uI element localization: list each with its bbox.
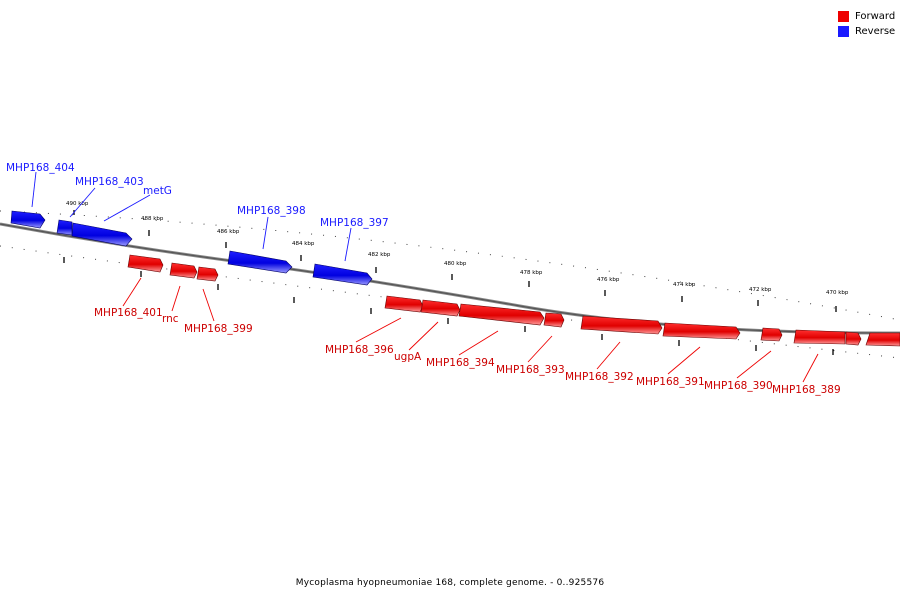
tick-label: 476 kbp xyxy=(597,277,620,283)
tick-label: 488 kbp xyxy=(141,216,164,222)
leader-line xyxy=(802,353,819,383)
leader-line xyxy=(596,341,621,370)
gene-label[interactable]: MHP168_392 xyxy=(565,371,634,383)
gene-arrow-forward[interactable] xyxy=(793,329,846,345)
tick-label: 484 kbp xyxy=(292,241,315,247)
gene-arrow-forward[interactable] xyxy=(865,332,900,347)
gene-label[interactable]: MHP168_389 xyxy=(772,384,841,396)
forward-swatch xyxy=(838,11,849,22)
leader-line xyxy=(667,346,701,375)
gene-label[interactable]: MHP168_399 xyxy=(184,323,253,335)
gene-arrow-reverse[interactable] xyxy=(312,263,373,286)
legend-forward-label: Forward xyxy=(855,11,896,22)
major-ticks xyxy=(63,210,837,355)
leader-line xyxy=(31,171,37,208)
legend-forward: Forward xyxy=(838,9,895,24)
legend-reverse-label: Reverse xyxy=(855,26,896,37)
tick-label: 482 kbp xyxy=(368,252,391,258)
gene-arrow-forward[interactable] xyxy=(384,295,424,313)
gene-arrow-forward[interactable] xyxy=(458,303,545,326)
leader-line xyxy=(202,288,215,322)
reverse-swatch xyxy=(838,26,849,37)
gene-label[interactable]: MHP168_401 xyxy=(94,307,163,319)
gene-label[interactable]: MHP168_390 xyxy=(704,380,773,392)
gene-arrow-forward[interactable] xyxy=(420,299,461,317)
gene-label[interactable]: MHP168_393 xyxy=(496,364,565,376)
gene-arrow-forward[interactable] xyxy=(662,322,741,340)
gene-label[interactable]: ugpA xyxy=(394,351,422,363)
tick-label: 472 kbp xyxy=(749,287,772,293)
leader-line xyxy=(527,335,553,363)
forward-genes xyxy=(127,254,900,347)
reverse-gene-labels: MHP168_404 MHP168_403 metG MHP168_398 MH… xyxy=(6,162,389,229)
forward-gene-labels: MHP168_401 rnc MHP168_399 MHP168_396 ugp… xyxy=(94,307,841,396)
leader-line xyxy=(736,350,772,379)
legend-reverse: Reverse xyxy=(838,24,895,39)
reverse-leader-lines xyxy=(31,171,352,262)
leader-line xyxy=(458,330,499,356)
gene-label[interactable]: MHP168_396 xyxy=(325,344,394,356)
gene-arrow-reverse[interactable] xyxy=(56,219,73,236)
gene-arrow-forward[interactable] xyxy=(196,266,219,282)
gene-label[interactable]: MHP168_394 xyxy=(426,357,495,369)
tick-label: 480 kbp xyxy=(444,261,467,267)
gene-arrow-forward[interactable] xyxy=(127,254,164,273)
tick-label: 490 kbp xyxy=(66,201,89,207)
gene-label[interactable]: MHP168_404 xyxy=(6,162,75,174)
gene-arrow-forward[interactable] xyxy=(543,312,565,328)
leader-line xyxy=(171,285,181,312)
leader-line xyxy=(69,187,96,218)
leader-line xyxy=(344,227,352,262)
gene-arrow-reverse[interactable] xyxy=(71,222,133,247)
gene-arrow-reverse[interactable] xyxy=(227,250,293,274)
gene-arrow-forward[interactable] xyxy=(169,262,198,279)
genome-caption: Mycoplasma hyopneumoniae 168, complete g… xyxy=(295,578,605,588)
gene-arrow-forward[interactable] xyxy=(580,315,663,335)
gene-arrow-reverse[interactable] xyxy=(10,210,46,229)
leader-line xyxy=(103,194,151,222)
gene-label[interactable]: MHP168_397 xyxy=(320,217,389,229)
gene-label[interactable]: MHP168_391 xyxy=(636,376,705,388)
legend: Forward Reverse xyxy=(838,9,895,39)
gene-label[interactable]: rnc xyxy=(162,313,179,325)
reverse-genes xyxy=(10,210,373,286)
tick-label: 478 kbp xyxy=(520,270,543,276)
leader-line xyxy=(355,317,402,343)
tick-label: 474 kbp xyxy=(673,282,696,288)
leader-line xyxy=(122,277,142,307)
gene-arrow-forward[interactable] xyxy=(845,331,862,346)
leader-line xyxy=(262,216,269,250)
tick-label: 486 kbp xyxy=(217,229,240,235)
leader-line xyxy=(408,321,439,351)
gene-label[interactable]: metG xyxy=(143,185,172,197)
gene-label[interactable]: MHP168_398 xyxy=(237,205,306,217)
tick-label: 470 kbp xyxy=(826,290,849,296)
gene-label[interactable]: MHP168_403 xyxy=(75,176,144,188)
forward-leader-lines xyxy=(122,277,819,383)
gene-arrow-forward[interactable] xyxy=(760,327,783,342)
tick-labels: 490 kbp 488 kbp 486 kbp 484 kbp 482 kbp … xyxy=(66,201,849,296)
